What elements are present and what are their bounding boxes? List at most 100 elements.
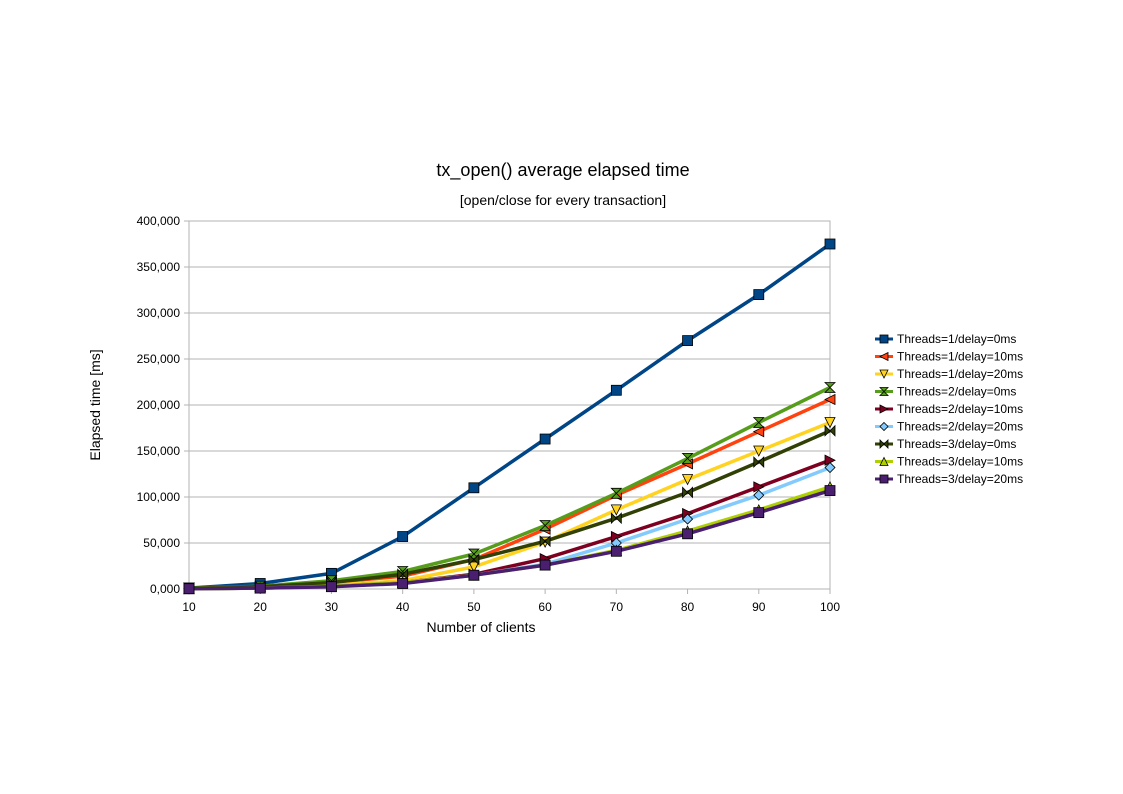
legend-label: Threads=2/delay=20ms xyxy=(897,420,1023,434)
x-tick-label: 50 xyxy=(467,600,481,614)
series-line xyxy=(188,385,831,590)
data-point-square xyxy=(539,559,551,571)
x-tick-label: 80 xyxy=(681,600,695,614)
chart-subtitle: [open/close for every transaction] xyxy=(460,192,666,208)
data-point-square xyxy=(610,384,622,396)
data-point-tri-left xyxy=(879,351,889,362)
series-line xyxy=(188,397,831,591)
data-point-square xyxy=(682,528,693,540)
data-point-square xyxy=(824,238,836,250)
data-point-tri-down xyxy=(468,561,480,573)
series-8 xyxy=(183,480,836,595)
data-point-bowtie xyxy=(879,439,889,449)
series-6 xyxy=(183,461,836,595)
data-point-tri-down xyxy=(879,369,889,379)
series-line xyxy=(188,420,831,591)
data-point-square xyxy=(397,578,409,589)
x-tick-label: 10 xyxy=(182,600,196,614)
data-point-hourglass xyxy=(824,382,836,393)
data-point-tri-left xyxy=(824,393,836,406)
x-tick-label: 20 xyxy=(254,600,268,614)
x-tick-label: 90 xyxy=(752,600,766,614)
x-axis-label: Number of clients xyxy=(427,619,536,635)
legend-item: Threads=2/delay=10ms xyxy=(875,402,1023,416)
legend-label: Threads=3/delay=10ms xyxy=(897,455,1023,469)
data-point-tri-down xyxy=(824,417,836,429)
legend-item: Threads=1/delay=0ms xyxy=(875,332,1016,346)
y-tick-label: 250,000 xyxy=(137,352,181,366)
data-point-bowtie xyxy=(397,568,409,581)
data-point-hourglass xyxy=(681,452,694,464)
series-4 xyxy=(183,382,836,594)
series-5 xyxy=(183,454,836,595)
data-point-hourglass xyxy=(879,387,889,396)
data-point-square xyxy=(326,581,337,593)
data-point-square xyxy=(254,582,266,594)
data-point-square xyxy=(183,583,195,595)
data-point-bowtie xyxy=(468,553,480,566)
data-point-tri-right xyxy=(879,404,889,414)
legend-item: Threads=1/delay=10ms xyxy=(875,350,1023,364)
y-tick-label: 0,000 xyxy=(150,582,180,596)
plot-border xyxy=(188,220,831,590)
data-point-hourglass xyxy=(539,520,552,531)
x-tick-label: 30 xyxy=(325,600,339,614)
y-tick-label: 100,000 xyxy=(137,490,181,504)
legend-item: Threads=3/delay=0ms xyxy=(875,437,1016,451)
data-point-tri-right xyxy=(753,481,765,493)
series-line xyxy=(188,242,832,590)
data-point-tri-down xyxy=(753,445,765,457)
data-point-tri-up xyxy=(879,456,889,466)
x-tick-label: 100 xyxy=(820,600,840,614)
series-line xyxy=(188,488,831,591)
x-tick-label: 60 xyxy=(538,600,552,614)
data-point-bowtie xyxy=(682,486,693,499)
series-line xyxy=(188,429,831,591)
legend-item: Threads=3/delay=20ms xyxy=(875,472,1023,486)
gridlines xyxy=(189,220,830,590)
data-point-square xyxy=(879,474,889,484)
legend: Threads=1/delay=0ms Threads=1/delay=10ms T… xyxy=(875,332,1023,486)
y-tick-label: 300,000 xyxy=(137,306,181,320)
chart-title: tx_open() average elapsed time xyxy=(436,160,689,181)
data-point-diamond xyxy=(753,489,765,501)
y-tick-label: 50,000 xyxy=(143,536,180,550)
axes: 0,000 50,000 100,000 150,000 200,000 250,000 3… xyxy=(137,214,841,614)
legend-label: Threads=1/delay=10ms xyxy=(897,350,1023,364)
legend-label: Threads=3/delay=20ms xyxy=(897,472,1023,486)
legend-label: Threads=1/delay=0ms xyxy=(897,332,1016,346)
data-point-square xyxy=(879,334,889,344)
data-point-tri-down xyxy=(610,504,622,516)
legend-label: Threads=3/delay=0ms xyxy=(897,437,1016,451)
data-point-diamond xyxy=(824,461,836,474)
legend-label: Threads=2/delay=0ms xyxy=(897,385,1016,399)
data-point-hourglass xyxy=(610,487,623,499)
x-tick-label: 40 xyxy=(396,600,410,614)
y-axis-label: Elapsed time [ms] xyxy=(87,349,103,460)
data-point-bowtie xyxy=(610,512,622,525)
legend-item: Threads=1/delay=20ms xyxy=(875,367,1023,381)
series-9 xyxy=(183,485,836,595)
data-point-hourglass xyxy=(752,417,765,428)
data-point-tri-down xyxy=(681,474,694,486)
y-tick-label: 400,000 xyxy=(137,214,181,228)
data-point-square xyxy=(753,289,765,301)
legend-item: Threads=3/delay=10ms xyxy=(875,455,1023,469)
legend-label: Threads=2/delay=10ms xyxy=(897,402,1023,416)
x-tick-label: 70 xyxy=(610,600,624,614)
data-point-diamond xyxy=(879,421,889,432)
series-group xyxy=(183,238,836,595)
data-point-diamond xyxy=(681,513,694,525)
data-point-square xyxy=(610,545,622,557)
legend-label: Threads=1/delay=20ms xyxy=(897,367,1023,381)
data-point-square xyxy=(682,335,693,347)
data-point-square xyxy=(753,507,765,519)
data-point-bowtie xyxy=(539,535,551,548)
y-tick-label: 150,000 xyxy=(137,444,181,458)
y-tick-label: 350,000 xyxy=(137,260,181,274)
y-tick-label: 200,000 xyxy=(137,398,181,412)
legend-item: Threads=2/delay=20ms xyxy=(875,420,1023,434)
data-point-square xyxy=(397,531,409,542)
data-point-square xyxy=(824,485,836,496)
